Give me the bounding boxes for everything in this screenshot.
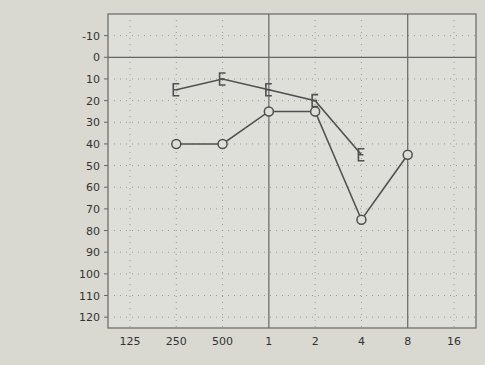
marker	[173, 84, 179, 96]
grid-line	[108, 295, 476, 296]
marker	[311, 107, 320, 116]
grid-line	[108, 317, 476, 318]
marker	[357, 215, 366, 224]
tick-mark	[104, 57, 108, 58]
grid-line	[108, 78, 476, 79]
tick-label: -10	[82, 30, 100, 43]
marker	[220, 73, 226, 85]
tick-mark	[104, 122, 108, 123]
tick-mark	[104, 187, 108, 188]
tick-mark	[104, 208, 108, 209]
grid-line	[108, 187, 476, 188]
tick-mark	[104, 252, 108, 253]
grid-line	[108, 100, 476, 101]
plot-frame	[108, 14, 476, 328]
y-axis: -10 0 10 20 30 40 50 60 70 80 90 100 110 120	[79, 30, 476, 325]
tick-mark	[104, 143, 108, 144]
grid-line	[407, 14, 408, 328]
tick-mark	[104, 273, 108, 274]
grid-line	[108, 57, 476, 58]
tick-label: 80	[86, 225, 100, 238]
tick-label: 500	[212, 335, 233, 348]
series-line	[176, 111, 407, 219]
tick-label: 2	[312, 335, 319, 348]
grid-line	[108, 143, 476, 144]
grid-line	[268, 14, 269, 328]
tick-label: 100	[79, 268, 100, 281]
tick-mark	[104, 35, 108, 36]
tick-label: 120	[79, 311, 100, 324]
grid-line	[222, 14, 223, 328]
tick-label: 1	[265, 335, 272, 348]
tick-label: 125	[120, 335, 141, 348]
grid-line	[315, 14, 316, 328]
marker	[358, 149, 364, 161]
tick-label: 30	[86, 116, 100, 129]
grid-line	[108, 230, 476, 231]
tick-label: 20	[86, 95, 100, 108]
grid-line	[361, 14, 362, 328]
tick-label: 16	[447, 335, 461, 348]
grid-line	[130, 14, 131, 328]
tick-label: 70	[86, 203, 100, 216]
tick-mark	[104, 165, 108, 166]
chart-svg: -10 0 10 20 30 40 50 60 70 80 90 100 110 120 125 250 500…	[0, 0, 485, 365]
marker	[172, 139, 181, 148]
tick-label: 0	[93, 51, 100, 64]
grid-line	[108, 273, 476, 274]
tick-label: 110	[79, 290, 100, 303]
data-group	[172, 73, 412, 224]
x-axis: 125 250 500 1 2 4 8 16	[120, 14, 462, 348]
grid-line	[108, 165, 476, 166]
tick-label: 8	[404, 335, 411, 348]
tick-label: 90	[86, 246, 100, 259]
marker	[218, 139, 227, 148]
tick-label: 4	[358, 335, 365, 348]
tick-label: 10	[86, 73, 100, 86]
grid-line	[108, 122, 476, 123]
marker	[264, 107, 273, 116]
tick-mark	[104, 100, 108, 101]
marker	[266, 84, 272, 96]
grid-line	[454, 14, 455, 328]
tick-label: 60	[86, 181, 100, 194]
marker	[403, 150, 412, 159]
chart-container: -10 0 10 20 30 40 50 60 70 80 90 100 110 120 125 250 500…	[0, 0, 485, 365]
tick-mark	[104, 78, 108, 79]
tick-label: 250	[166, 335, 187, 348]
tick-label: 50	[86, 160, 100, 173]
tick-mark	[104, 317, 108, 318]
tick-mark	[104, 230, 108, 231]
tick-mark	[104, 295, 108, 296]
grid-line	[108, 252, 476, 253]
marker	[312, 95, 318, 107]
grid-line	[176, 14, 177, 328]
tick-label: 40	[86, 138, 100, 151]
grid-line	[108, 208, 476, 209]
grid-line	[108, 35, 476, 36]
